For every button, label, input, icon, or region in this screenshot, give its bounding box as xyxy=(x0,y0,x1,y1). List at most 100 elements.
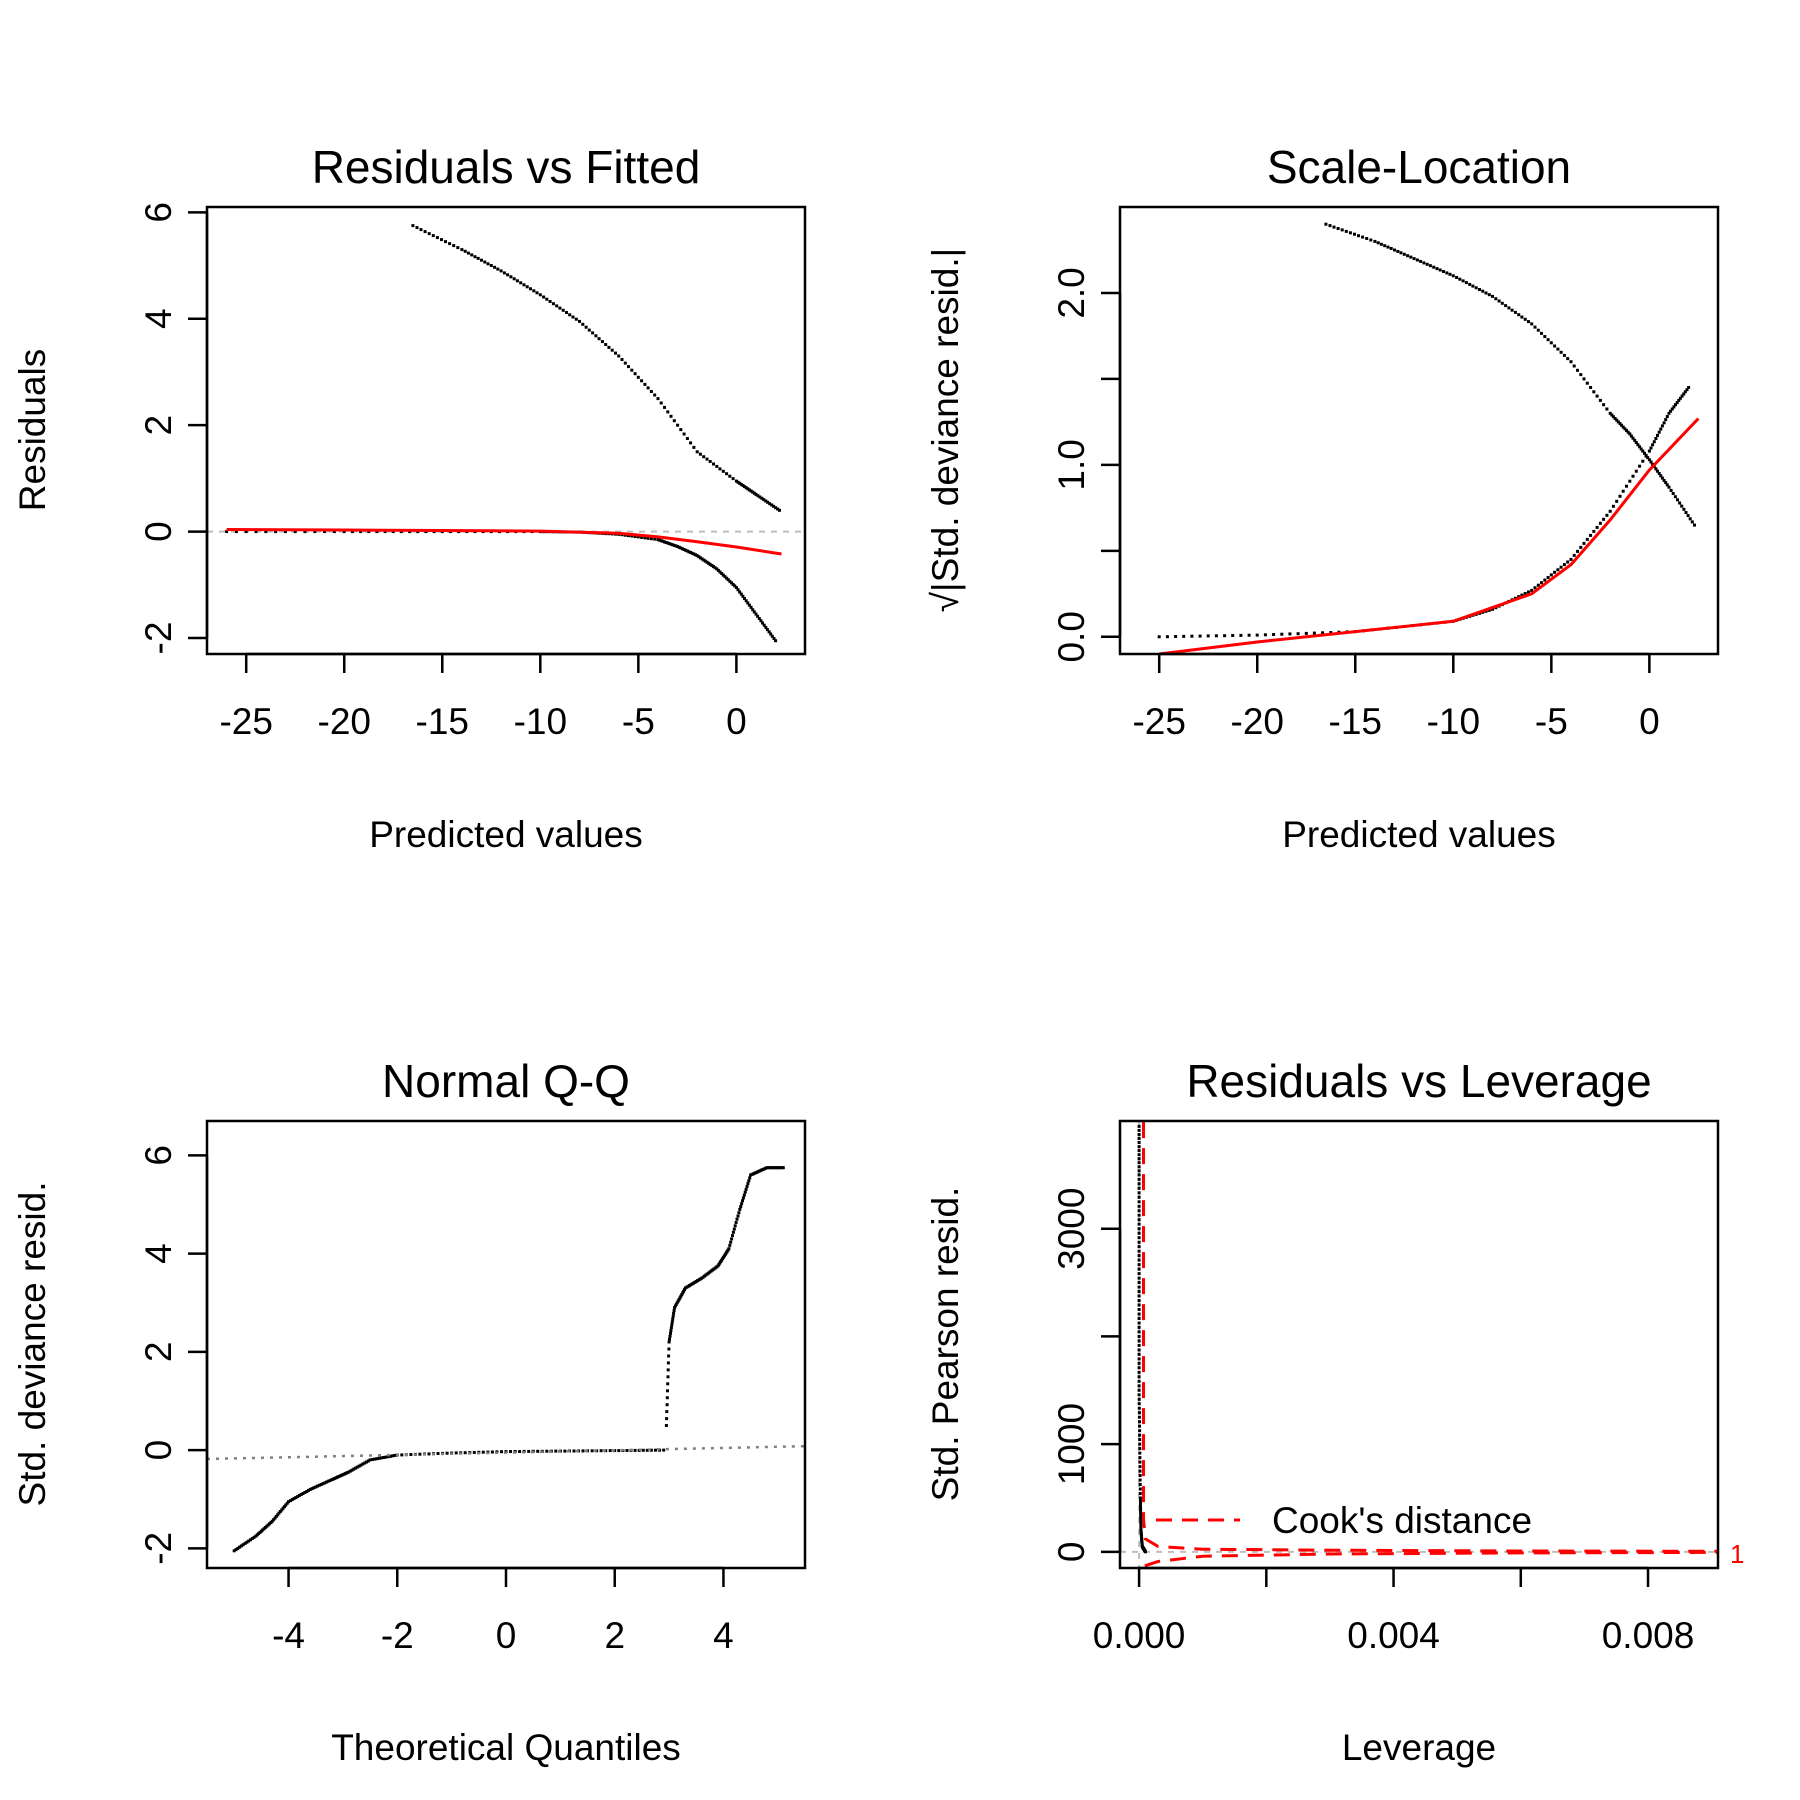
data-point xyxy=(1422,261,1426,265)
data-point xyxy=(456,246,460,250)
data-point xyxy=(749,605,753,609)
x-tick-label: 4 xyxy=(713,1615,734,1656)
data-point xyxy=(1660,476,1664,480)
point-cloud xyxy=(1137,1124,1147,1554)
data-point xyxy=(382,1456,386,1459)
data-point xyxy=(1137,1240,1141,1244)
data-point xyxy=(1143,1550,1147,1554)
data-point xyxy=(1137,1317,1141,1320)
data-point xyxy=(1549,341,1553,345)
smooth-line xyxy=(1159,417,1700,654)
data-point xyxy=(1667,485,1671,489)
data-point xyxy=(744,486,748,490)
data-point xyxy=(666,1389,669,1393)
data-point xyxy=(280,1508,284,1512)
data-point xyxy=(597,337,601,341)
x-axis: 0.000 0.004 0.008 xyxy=(1093,1566,1694,1656)
data-point xyxy=(1137,1124,1141,1128)
data-point xyxy=(730,581,733,585)
data-point xyxy=(653,393,657,397)
data-point xyxy=(1435,267,1439,271)
data-point xyxy=(683,1288,686,1292)
data-point xyxy=(646,536,650,540)
data-point xyxy=(1613,417,1617,420)
data-point xyxy=(529,287,532,291)
data-point xyxy=(776,507,780,511)
data-point xyxy=(669,414,673,418)
data-point xyxy=(288,1499,292,1503)
data-point xyxy=(303,1491,307,1494)
data-point xyxy=(1428,264,1432,268)
data-point xyxy=(1595,394,1599,398)
data-point xyxy=(554,1449,558,1453)
point-cloud xyxy=(225,530,778,643)
y-tick-label: 0.0 xyxy=(1051,611,1092,662)
data-point xyxy=(1137,1254,1141,1258)
data-point xyxy=(670,1320,674,1324)
data-point xyxy=(666,1361,670,1365)
data-point xyxy=(736,1214,740,1218)
data-point xyxy=(445,1451,449,1455)
data-point xyxy=(1643,451,1646,455)
data-point xyxy=(1138,1460,1142,1464)
data-point xyxy=(1656,433,1659,437)
data-point xyxy=(1585,537,1589,541)
x-tick-label: -4 xyxy=(272,1615,305,1656)
data-point xyxy=(1138,1492,1142,1495)
data-point xyxy=(500,1450,503,1454)
data-point xyxy=(1247,633,1251,637)
data-point xyxy=(1223,634,1227,638)
data-point xyxy=(726,578,730,582)
data-point xyxy=(1137,1213,1141,1217)
data-point xyxy=(1636,443,1640,447)
data-point xyxy=(772,504,776,508)
data-point xyxy=(1448,272,1452,276)
data-point xyxy=(705,560,709,564)
data-point xyxy=(756,614,760,618)
qq-reference-line xyxy=(207,1444,805,1461)
data-point xyxy=(1638,464,1642,468)
data-point xyxy=(1409,255,1413,259)
data-point xyxy=(739,592,743,596)
data-point xyxy=(1137,1149,1141,1153)
data-point xyxy=(698,452,702,456)
x-tick-label: -20 xyxy=(1231,701,1284,742)
data-point xyxy=(1559,565,1563,569)
data-point xyxy=(1312,631,1316,635)
data-point xyxy=(748,1176,752,1180)
data-point xyxy=(666,1382,670,1386)
cook-contour-label: 1 xyxy=(1730,1539,1744,1569)
plot-area xyxy=(1120,1121,1718,1568)
y-tick-label: 2 xyxy=(138,1342,179,1363)
data-point xyxy=(1559,350,1563,354)
data-point xyxy=(1634,469,1638,473)
data-point xyxy=(669,1331,672,1335)
data-point xyxy=(1497,299,1501,303)
data-point xyxy=(1137,1267,1141,1271)
data-point xyxy=(702,455,706,459)
data-point xyxy=(361,1462,365,1466)
data-point xyxy=(232,1549,236,1553)
data-point xyxy=(411,224,415,228)
data-point xyxy=(671,543,675,547)
data-point xyxy=(1280,632,1284,636)
data-point xyxy=(555,304,559,308)
scale-location-panel: Scale-Location Predicted values √|Std. d… xyxy=(925,141,1720,855)
data-point xyxy=(415,226,419,230)
data-point xyxy=(1296,632,1300,636)
data-point xyxy=(1504,304,1508,308)
x-axis: -25 -20 -15 -10 -5 0 xyxy=(1132,652,1660,742)
data-point xyxy=(373,1457,377,1461)
data-point xyxy=(247,1539,251,1543)
data-point xyxy=(1670,407,1674,411)
data-point xyxy=(393,1453,397,1457)
data-point xyxy=(1646,456,1650,460)
data-point xyxy=(617,354,621,358)
data-point xyxy=(1406,254,1410,258)
data-point xyxy=(610,348,614,352)
legend-label: Cook's distance xyxy=(1272,1500,1532,1541)
data-point xyxy=(1137,1249,1141,1253)
cook-distance-contour xyxy=(1144,1550,1718,1568)
data-point xyxy=(649,537,653,541)
data-point xyxy=(734,1221,738,1224)
